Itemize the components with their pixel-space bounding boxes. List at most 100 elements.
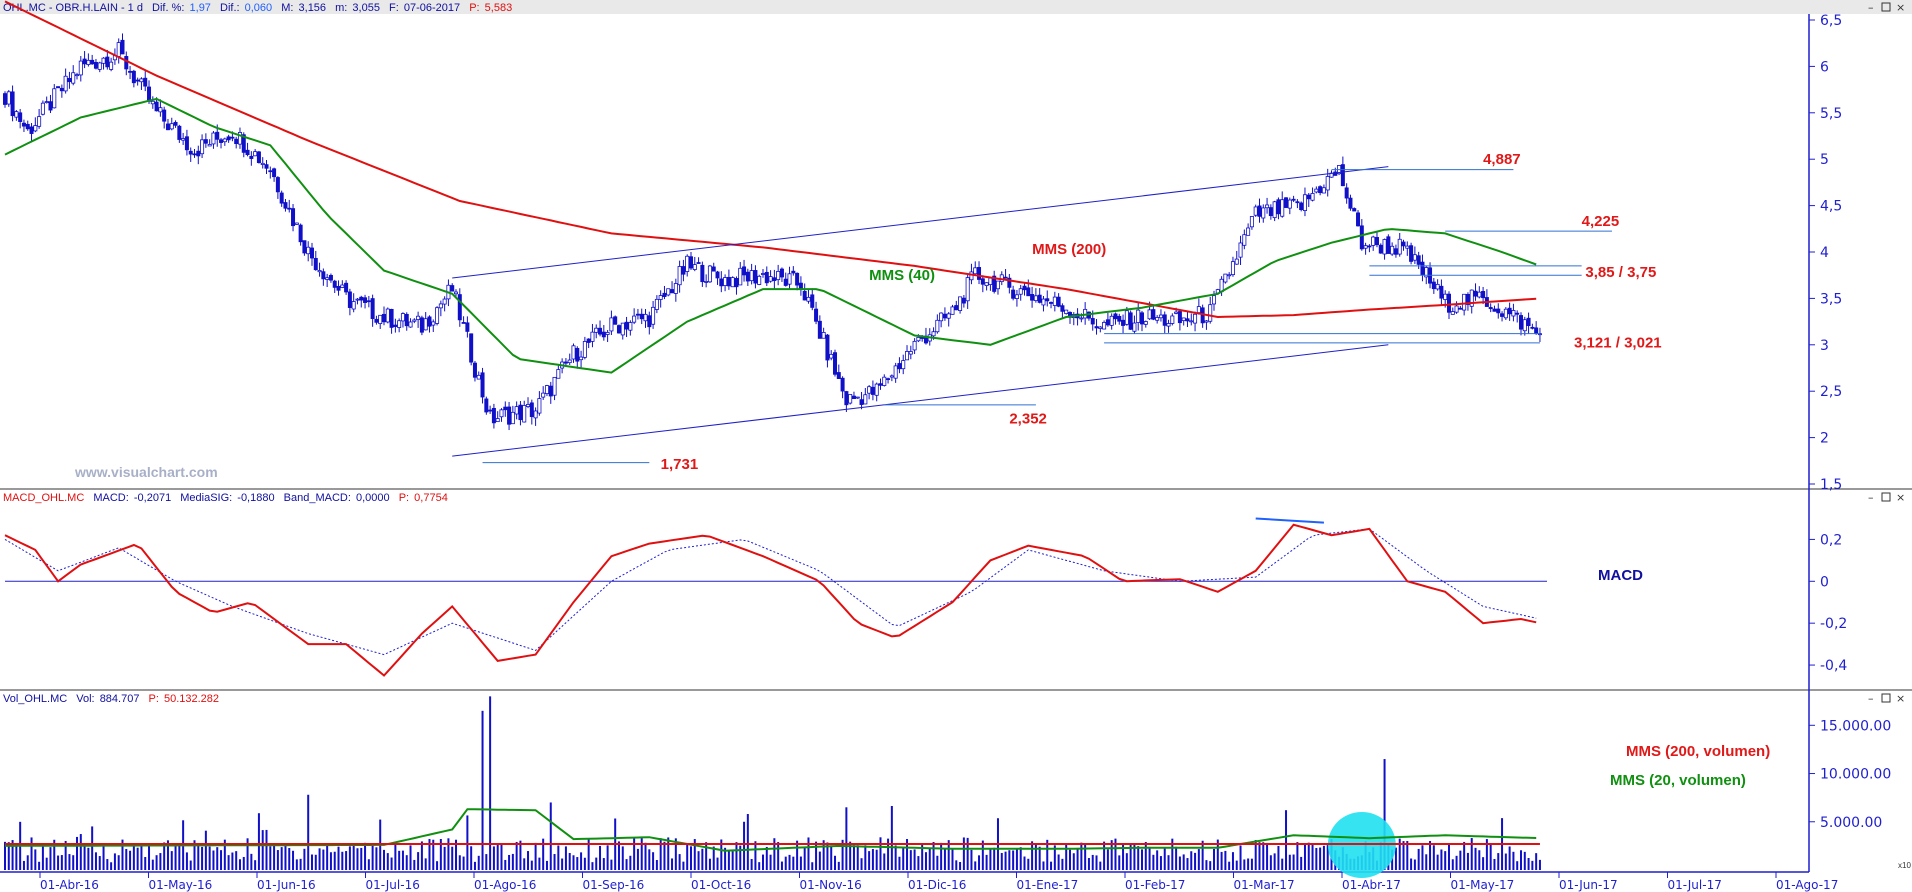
volume-bar — [41, 845, 44, 870]
candle-body — [1435, 283, 1440, 290]
volume-bar — [1447, 844, 1450, 870]
macd-pane-controls[interactable]: – × — [1868, 491, 1905, 504]
volume-bar — [462, 856, 465, 870]
candle-body — [526, 404, 531, 407]
candle-body — [1041, 298, 1046, 306]
candle-body — [935, 319, 940, 333]
candle-body — [1121, 319, 1126, 326]
close-icon[interactable]: × — [1896, 491, 1905, 504]
x-tick-label: 01-Ene-17 — [1017, 878, 1079, 892]
annotation-label: 3,85 / 3,75 — [1585, 264, 1656, 281]
vol-pane-controls[interactable]: – × — [1868, 692, 1905, 705]
candle-body — [135, 79, 140, 82]
volume-bar — [940, 842, 943, 870]
maximize-icon[interactable] — [1881, 492, 1891, 502]
y-tick-label: 6,5 — [1820, 13, 1842, 29]
volume-bar — [1463, 841, 1466, 870]
candle-body — [105, 56, 110, 68]
macd-header: MACD_OHL.MC MACD: -0,2071 MediaSIG: -0,1… — [3, 492, 448, 504]
candle-body — [696, 262, 701, 264]
candle-body — [1132, 322, 1137, 332]
candle-body — [1094, 326, 1099, 329]
volume-bar — [1478, 850, 1481, 870]
candle-body — [3, 93, 8, 105]
divergence-line — [1255, 517, 1324, 524]
volume-bar — [811, 862, 814, 870]
candle-body — [1511, 310, 1516, 317]
trendline — [452, 344, 1389, 457]
x-tick-label: 01-Sep-16 — [583, 878, 645, 892]
candle-body — [454, 291, 459, 295]
candle-body — [723, 277, 728, 286]
candle-body — [1018, 288, 1023, 295]
close-icon[interactable]: × — [1896, 692, 1905, 705]
volume-bar — [644, 842, 647, 870]
volume-bar — [1285, 810, 1288, 870]
volume-bar — [1258, 842, 1261, 870]
candle-body — [1469, 289, 1474, 307]
volume-bar — [367, 859, 370, 870]
volume-bar — [489, 696, 492, 870]
volume-bar — [1031, 841, 1034, 870]
volume-bar — [538, 857, 541, 870]
volume-bar — [1432, 845, 1435, 870]
volume-bar — [227, 855, 230, 870]
volume-bar — [727, 850, 730, 870]
candle-body — [488, 409, 493, 412]
volume-bar — [170, 851, 173, 870]
annotation-label: MMS (40) — [869, 267, 935, 284]
close-icon[interactable]: × — [1896, 1, 1905, 14]
volume-bar — [269, 846, 272, 870]
candle-body — [544, 385, 549, 395]
volume-bar — [49, 847, 52, 870]
volume-bar — [1110, 840, 1113, 870]
candle-body — [814, 308, 819, 322]
candle-body — [1465, 294, 1470, 305]
candle-body — [1056, 296, 1061, 307]
minimize-icon[interactable]: – — [1868, 491, 1874, 504]
price-pane-controls[interactable]: – × — [1868, 1, 1905, 14]
candle-body — [1310, 193, 1315, 201]
x-tick-label: 01-Oct-16 — [691, 878, 751, 892]
candle-body — [1492, 308, 1497, 312]
volume-bar — [1209, 861, 1212, 870]
volume-bar — [1008, 850, 1011, 870]
maximize-icon[interactable] — [1881, 2, 1891, 12]
candle-body — [184, 136, 189, 151]
candle-body — [1155, 317, 1160, 321]
volume-bar — [557, 845, 560, 870]
volume-bar — [477, 855, 480, 870]
volume-bar — [864, 845, 867, 870]
volume-bar — [724, 847, 727, 870]
volume-bar — [932, 842, 935, 870]
candle-body — [1102, 322, 1107, 330]
volume-bar — [1087, 858, 1090, 870]
volume-bar — [159, 853, 162, 870]
minimize-icon[interactable]: – — [1868, 692, 1874, 705]
candle-body — [870, 386, 875, 395]
candle-body — [761, 273, 766, 275]
volume-bar — [1231, 852, 1234, 870]
volume-bar — [254, 860, 257, 870]
volume-bar — [1091, 854, 1094, 870]
candle-body — [1446, 293, 1451, 313]
candle-body — [1265, 204, 1270, 209]
candle-body — [469, 333, 474, 363]
volume-bar — [1084, 843, 1087, 870]
candle-body — [897, 363, 902, 370]
volume-bar — [511, 853, 514, 870]
volume-bar — [1213, 848, 1216, 870]
volume-bar — [238, 859, 241, 870]
legend-mms20-volume: MMS (20, volumen) — [1610, 772, 1746, 789]
volume-bar — [947, 840, 950, 870]
volume-bar — [508, 854, 511, 870]
volume-bar — [1296, 842, 1299, 870]
candle-body — [950, 306, 955, 315]
volume-bar — [750, 858, 753, 870]
volume-bar — [667, 837, 670, 870]
candle-body — [1333, 171, 1338, 176]
minimize-icon[interactable]: – — [1868, 1, 1874, 14]
candle-body — [139, 78, 144, 83]
maximize-icon[interactable] — [1881, 693, 1891, 703]
candle-body — [980, 278, 985, 285]
